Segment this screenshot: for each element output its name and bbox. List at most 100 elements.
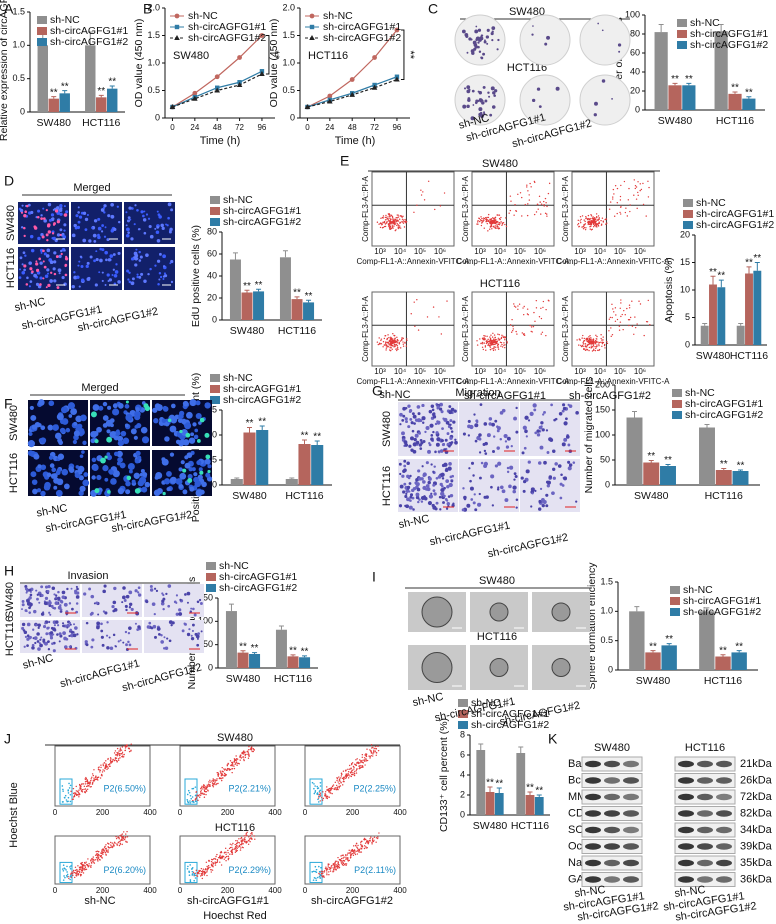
event [84,778,86,780]
bar [303,302,315,320]
cell [478,492,481,496]
event [75,790,78,792]
event [380,217,382,220]
event [494,216,497,219]
data-point [304,104,311,109]
event [394,345,396,347]
event [592,217,594,219]
event [611,303,613,306]
event [480,342,482,345]
event [501,224,503,226]
event [363,845,366,847]
event [338,779,341,781]
cell [113,586,117,591]
colony [473,47,477,51]
event [628,304,631,306]
event [385,345,387,347]
bar [715,656,731,670]
cell [86,277,91,281]
cell [108,636,111,639]
y-tick-label: 0 [212,314,217,324]
significance: ** [404,50,416,59]
event [398,341,400,344]
legend-label: sh-NC [223,372,253,384]
cell [112,268,115,271]
error-bar [487,786,493,792]
cell [49,279,53,283]
event [69,866,71,868]
event [622,328,624,331]
cell [24,254,27,257]
event [356,758,358,760]
event [530,186,532,188]
legend-label: sh-circAGFG1#2 [50,36,128,48]
event [347,768,349,771]
y-tick-label: 0 [460,809,465,819]
event [353,774,356,777]
axis-label: Comp-FL1-A::Annexin-VFITC-A [557,257,671,266]
event [235,847,238,849]
bar [516,753,526,815]
cell [105,634,109,637]
axis-tick: 10⁵ [514,367,526,376]
event [123,838,126,841]
cell [136,628,140,631]
event [361,844,363,846]
cell [161,418,167,423]
event [488,340,491,343]
event [339,780,341,782]
event [104,767,106,769]
size-label: 82kDa [740,807,773,819]
cell [448,482,453,488]
band [604,826,620,834]
cell [441,443,445,447]
colony [601,79,606,83]
event [374,750,377,752]
cell [106,238,110,242]
cell [434,422,438,426]
event [545,202,547,204]
event [645,215,647,217]
significance: ** [313,432,321,443]
band [585,876,601,883]
event [123,756,125,758]
cell [53,624,57,627]
x-tick-label: SW480 [658,115,693,127]
event [490,343,492,345]
cell [162,406,169,412]
event [545,334,547,337]
event [581,215,584,217]
y-tick-label: 1.0 [12,40,25,50]
event [490,218,493,220]
legend-label: sh-circAGFG1#2 [323,32,401,44]
event [388,222,390,225]
event [500,216,502,219]
event [243,835,245,837]
event [323,871,325,873]
event [394,222,396,224]
event [193,872,195,875]
event [97,856,100,858]
event [355,842,358,845]
cell [48,620,51,624]
event [118,754,121,757]
event [124,747,127,749]
axis-label: Comp-FL3-A::PI-A [361,295,370,361]
event [210,869,212,871]
event [395,344,398,346]
cell [126,269,130,273]
cell [63,229,66,232]
event [396,338,399,341]
event [325,797,327,799]
event [577,224,579,226]
data-point [192,95,198,101]
cell [55,489,63,497]
event [189,880,192,883]
event [368,839,371,842]
event [345,855,347,857]
event [360,842,362,844]
event [363,839,366,841]
cell [42,625,47,629]
cell [515,506,518,509]
cell [145,253,149,257]
